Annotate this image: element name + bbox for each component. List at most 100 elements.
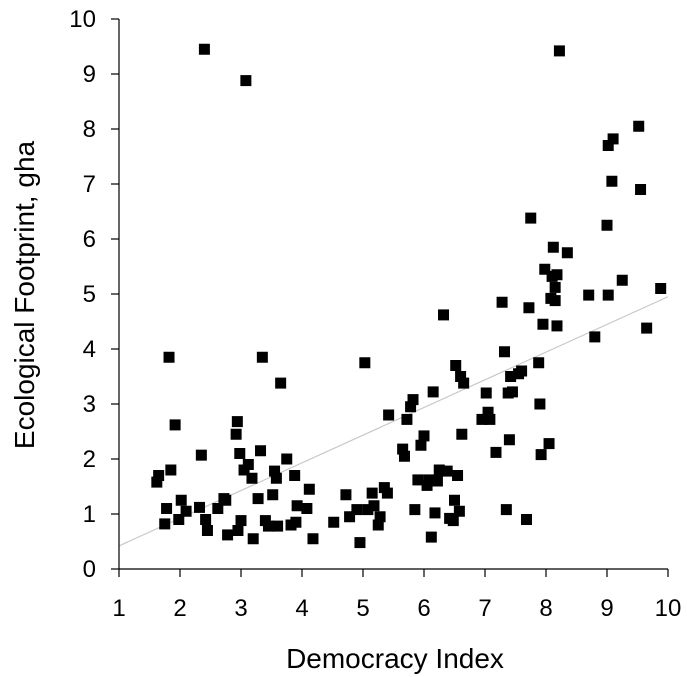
data-point [635, 184, 647, 195]
data-point [482, 406, 494, 418]
y-tick-label: 2 [83, 446, 96, 473]
data-point [551, 269, 563, 281]
y-tick-label: 7 [83, 171, 96, 198]
data-point [242, 459, 254, 470]
data-point [539, 263, 551, 275]
data-point [655, 283, 667, 294]
data-point [307, 533, 319, 545]
data-point [476, 413, 488, 425]
data-point [232, 525, 244, 536]
data-point [429, 507, 441, 519]
data-point [561, 247, 573, 259]
data-point [418, 430, 430, 442]
y-tick-label: 0 [83, 556, 96, 583]
data-point [301, 503, 313, 514]
data-point [533, 357, 545, 369]
data-point [398, 450, 410, 462]
data-point [409, 504, 421, 516]
data-point [602, 140, 614, 151]
data-point [159, 518, 171, 530]
data-point [351, 504, 363, 516]
x-tick-label: 7 [478, 595, 491, 622]
trendline [118, 296, 669, 547]
data-point [415, 439, 427, 451]
data-point [553, 45, 565, 57]
data-point [453, 505, 465, 517]
data-point [520, 514, 532, 525]
data-point [506, 386, 518, 398]
data-point [480, 387, 492, 399]
data-point [175, 494, 187, 506]
data-point [641, 322, 653, 334]
data-point [441, 465, 453, 477]
data-point [270, 472, 282, 484]
data-point [255, 445, 267, 457]
data-point [616, 274, 628, 286]
y-tick-label: 10 [69, 6, 96, 33]
data-point [452, 470, 464, 481]
data-point [490, 446, 502, 458]
y-tick-label: 5 [83, 281, 96, 308]
trendline-segment [118, 296, 669, 547]
data-point [449, 494, 460, 506]
data-point [450, 360, 462, 371]
data-point [359, 357, 371, 369]
data-point [484, 413, 496, 425]
data-point [328, 516, 340, 528]
data-point [407, 394, 419, 406]
data-point [340, 489, 352, 501]
data-point [169, 419, 181, 431]
data-point [456, 428, 468, 440]
data-point [194, 501, 206, 513]
data-point [362, 504, 374, 516]
data-point [252, 493, 264, 505]
data-point [458, 377, 470, 389]
data-point [220, 494, 232, 506]
y-tick-label: 9 [83, 61, 96, 88]
data-point [500, 504, 512, 516]
data-point [499, 346, 511, 358]
y-tick-label: 8 [83, 116, 96, 143]
x-tick-label: 8 [539, 595, 552, 622]
data-point [503, 434, 515, 446]
data-point [496, 296, 508, 308]
data-point [607, 133, 619, 145]
data-point [516, 365, 528, 377]
data-point [368, 500, 380, 512]
data-point [212, 503, 224, 514]
data-point [606, 175, 618, 187]
x-tick-label: 2 [173, 595, 186, 622]
data-point [200, 514, 212, 525]
x-tick-label: 4 [295, 595, 308, 622]
data-point [344, 511, 356, 523]
data-point [433, 464, 445, 476]
data-point [383, 409, 395, 421]
data-point [247, 533, 259, 545]
data-point [256, 351, 268, 363]
data-point [401, 413, 413, 425]
x-tick-label: 9 [600, 595, 613, 622]
data-point [281, 453, 293, 465]
data-point [272, 520, 284, 532]
data-point [290, 516, 302, 528]
data-point [246, 472, 258, 484]
data-point [235, 515, 247, 527]
x-tick-label: 10 [655, 595, 682, 622]
data-point [234, 448, 246, 459]
y-tick-label: 4 [83, 336, 96, 363]
y-tick-label: 6 [83, 226, 96, 253]
data-point [583, 289, 595, 301]
data-point [455, 371, 467, 382]
x-tick-label: 1 [112, 595, 125, 622]
y-tick-label: 3 [83, 391, 96, 418]
data-point [222, 529, 234, 541]
data-point [151, 476, 163, 488]
data-point [549, 295, 561, 307]
data-point [230, 428, 242, 440]
x-tick-label: 3 [234, 595, 247, 622]
data-point [397, 443, 409, 455]
data-point [412, 474, 424, 486]
y-axis-ticks: 0 1 2 3 4 5 6 7 8 9 10 [69, 6, 119, 583]
y-axis-title: Ecological Footprint, gha [9, 140, 40, 449]
